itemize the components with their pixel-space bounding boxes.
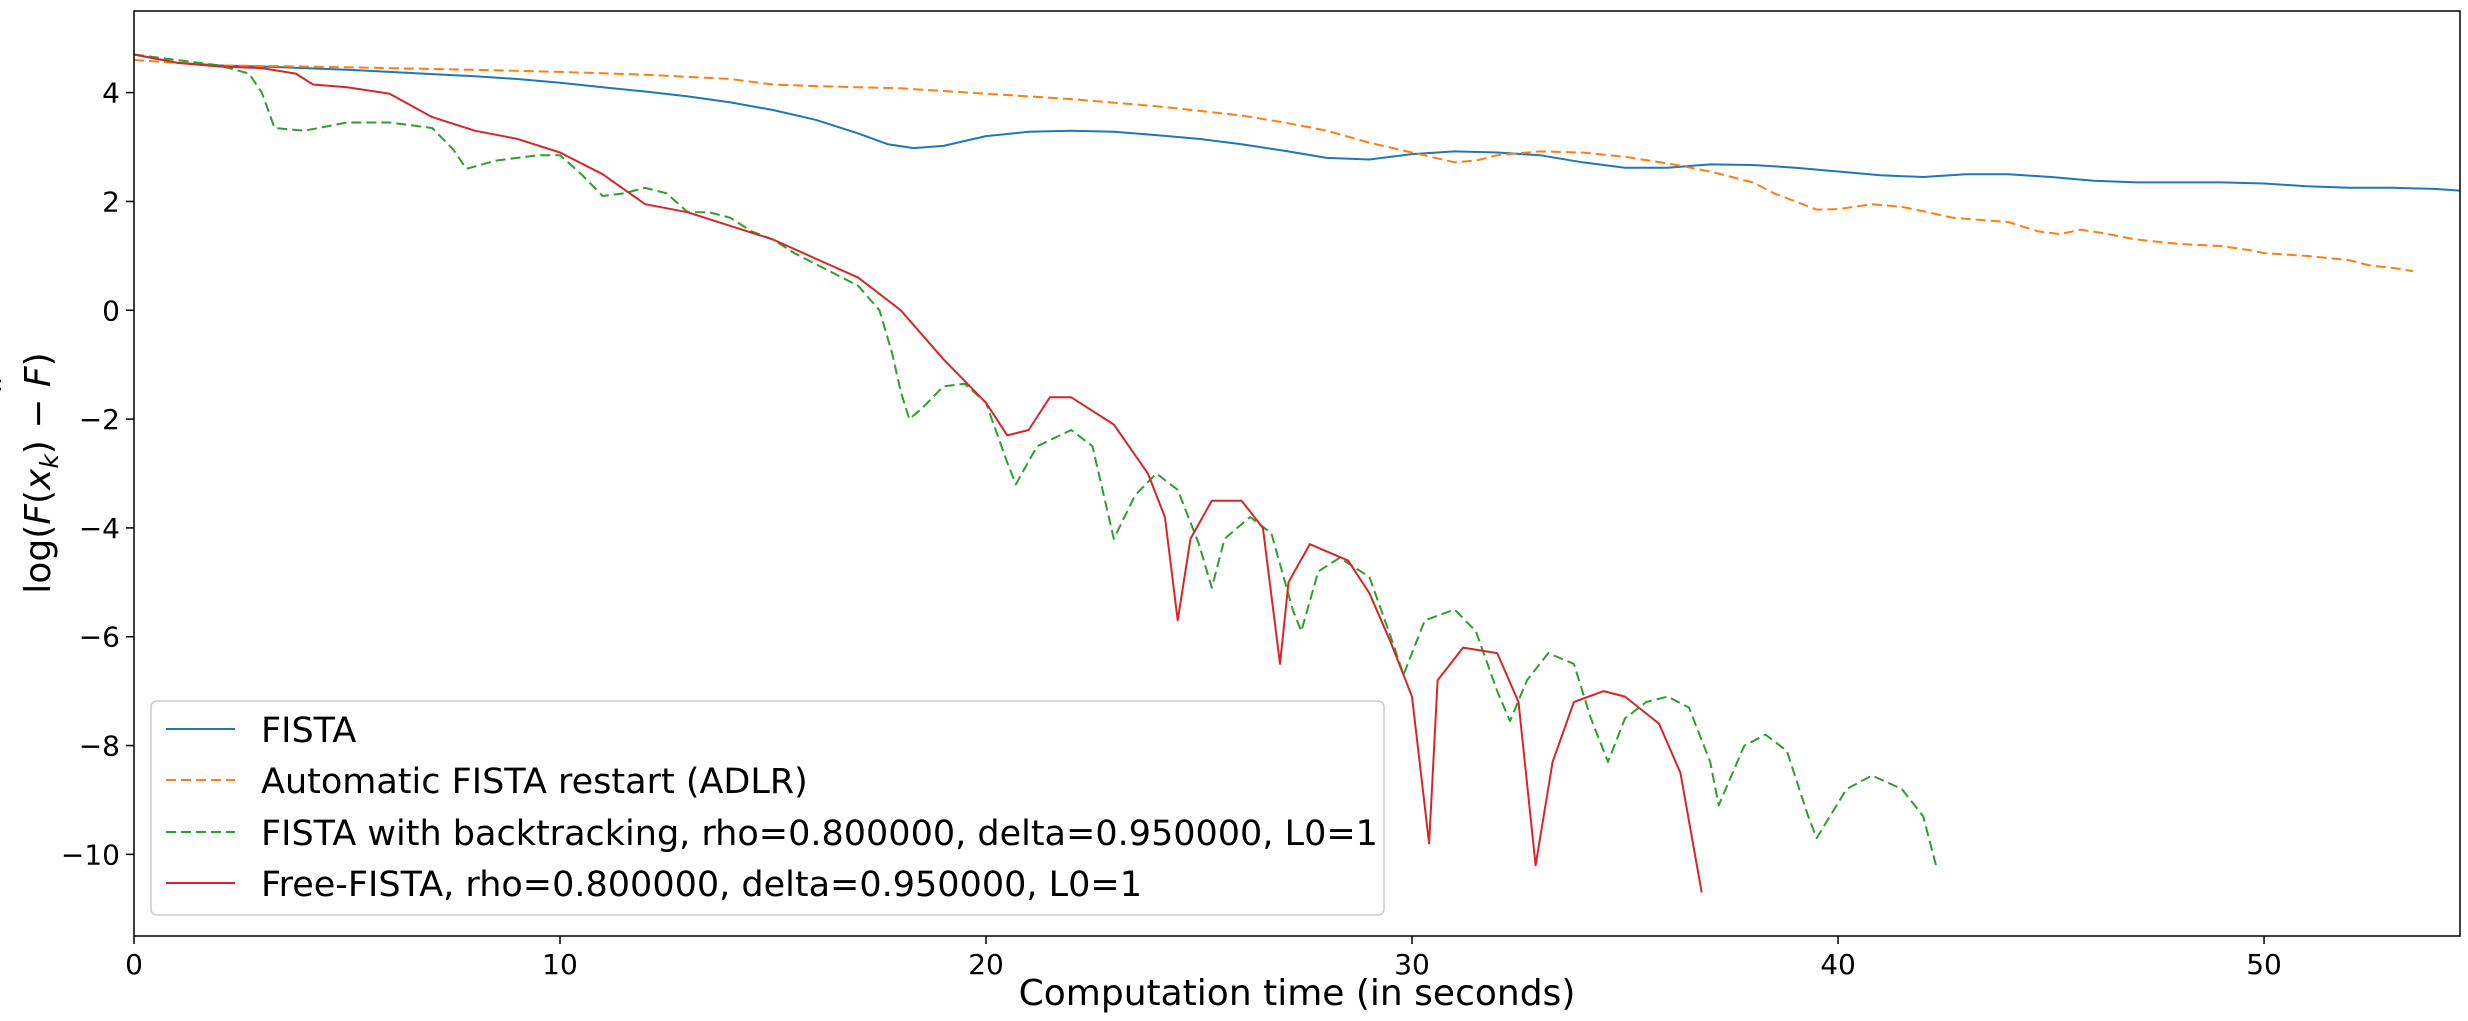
series-line (134, 53, 2460, 192)
y-tick-label: −6 (79, 621, 120, 654)
y-axis-label: log(F(xk) − F) (18, 352, 64, 593)
y-tick-label: 4 (102, 77, 120, 110)
x-tick-label: 40 (1820, 948, 1856, 981)
legend-entry: Free-FISTA, rho=0.800000, delta=0.950000… (166, 865, 1142, 905)
legend-entry: FISTA (166, 711, 356, 751)
plot-frame (133, 10, 2461, 937)
legend-box (150, 700, 1385, 916)
x-tick-label: 20 (968, 948, 1004, 981)
y-tick-label: −4 (79, 512, 120, 545)
y-axis-label-hat: ˆ (0, 376, 32, 394)
legend: FISTA Automatic FISTA restart (ADLR) FIS… (150, 700, 1385, 916)
legend-label: FISTA (261, 711, 356, 751)
series-line (134, 59, 2414, 273)
legend-label: Automatic FISTA restart (ADLR) (261, 762, 808, 802)
legend-label: Free-FISTA, rho=0.800000, delta=0.950000… (261, 865, 1142, 905)
x-tick-label: 30 (1394, 948, 1430, 981)
y-tick-label: −8 (79, 730, 120, 763)
y-tick-label: 2 (102, 185, 120, 218)
x-tick-label: 0 (125, 948, 143, 981)
x-tick-label: 50 (2246, 948, 2282, 981)
series-line (134, 53, 1703, 893)
x-axis-label: Computation time (in seconds) (1019, 973, 1576, 1014)
legend-label: FISTA with backtracking, rho=0.800000, d… (261, 814, 1378, 854)
y-tick-label: −2 (79, 403, 120, 436)
plot-series-layer (134, 53, 2460, 893)
y-tick-label: −10 (61, 838, 120, 871)
y-tick-label: 0 (102, 294, 120, 327)
legend-entry: Automatic FISTA restart (ADLR) (166, 762, 808, 802)
legend-entry: FISTA with backtracking, rho=0.800000, d… (166, 814, 1378, 854)
series-line (134, 53, 1937, 866)
x-tick-label: 10 (542, 948, 578, 981)
